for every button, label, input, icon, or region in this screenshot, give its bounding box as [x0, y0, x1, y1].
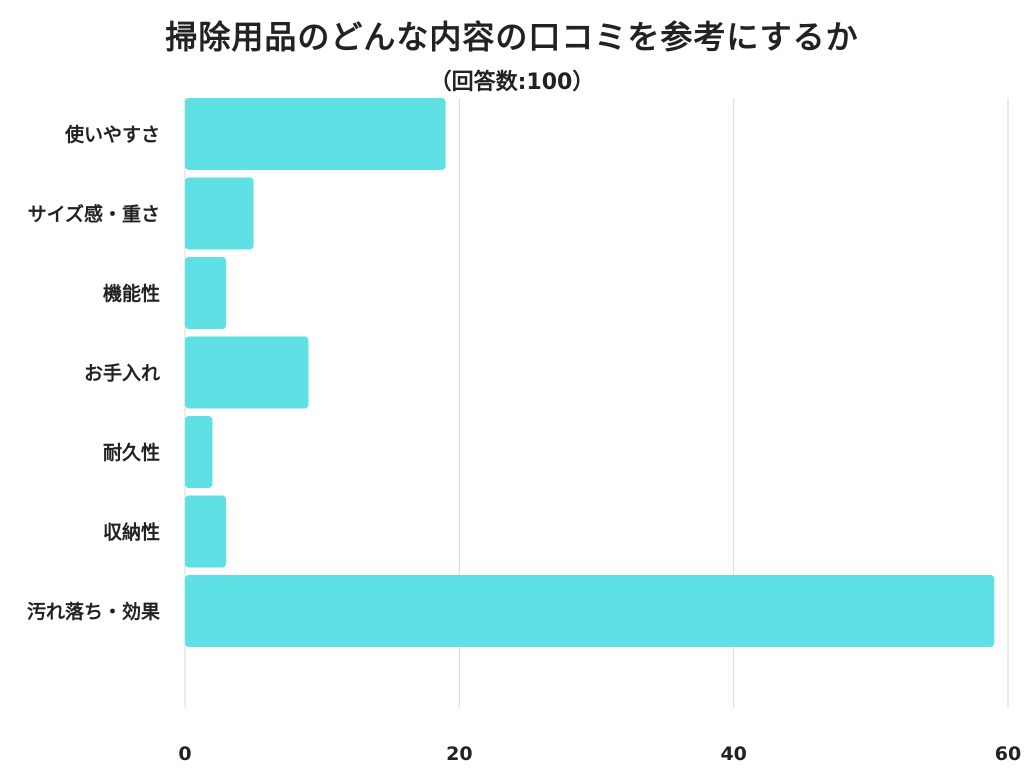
bar: [185, 495, 227, 568]
bar: [185, 257, 227, 329]
category-label: 収納性: [103, 521, 160, 544]
bar: [185, 177, 254, 250]
bar: [185, 575, 995, 647]
x-tick-label: 20: [446, 743, 472, 765]
tick-label-layer: 0 20 40 60: [178, 743, 1021, 765]
bar: [185, 416, 213, 488]
bar-layer: [185, 98, 995, 647]
x-tick-label: 40: [720, 743, 746, 765]
category-label: 使いやすさ: [64, 124, 160, 146]
category-label: 機能性: [103, 282, 160, 305]
x-tick-label: 60: [995, 743, 1021, 765]
category-label: 汚れ落ち・効果: [27, 600, 160, 623]
bar: [185, 336, 309, 409]
chart-subtitle: （回答数:100）: [429, 70, 595, 95]
category-label: サイズ感・重さ: [28, 203, 160, 226]
category-label: 耐久性: [103, 441, 160, 464]
bar: [185, 98, 446, 170]
chart-title: 掃除用品のどんな内容の口コミを参考にするか: [165, 18, 859, 56]
x-tick-label: 0: [178, 743, 191, 765]
category-label: お手入れ: [84, 362, 160, 385]
